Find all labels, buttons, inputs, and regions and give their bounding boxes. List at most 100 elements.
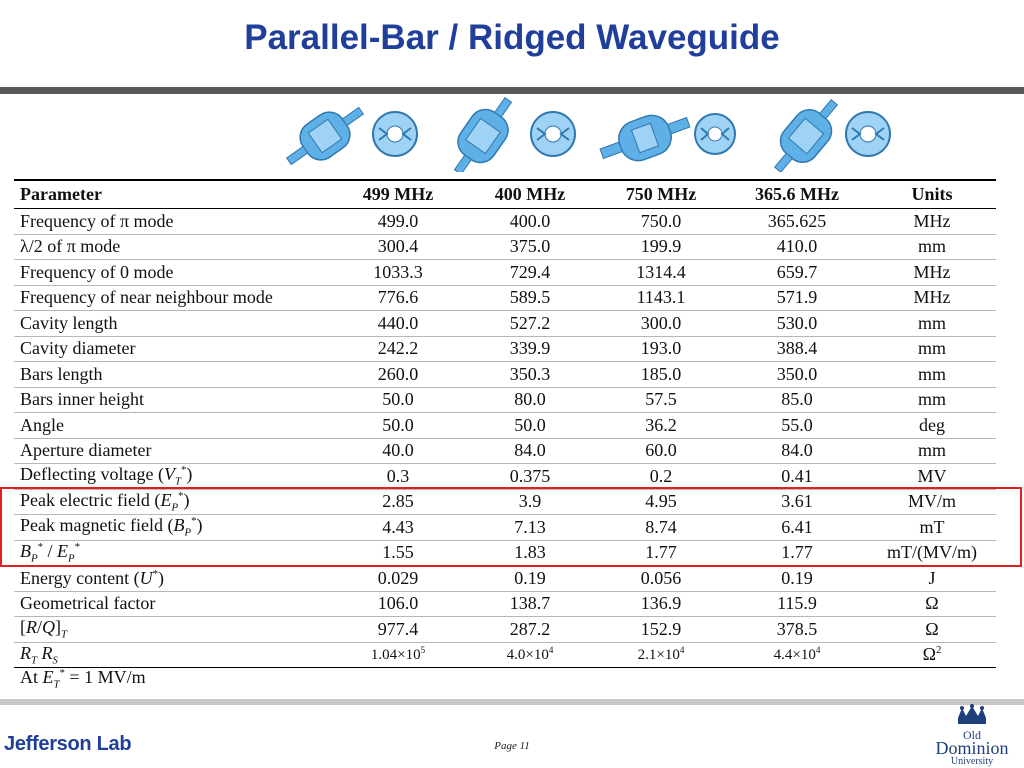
value-cell: 0.2 (596, 463, 726, 490)
value-cell: 0.3 (332, 463, 464, 490)
value-cell: 776.6 (332, 285, 464, 311)
jefferson-lab-text: Jefferson Lab (4, 733, 132, 755)
value-cell: 3.61 (726, 489, 868, 515)
value-cell: 659.7 (726, 259, 868, 286)
value-cell: 50.0 (332, 387, 464, 413)
value-cell: 410.0 (726, 234, 868, 260)
value-cell: 55.0 (726, 412, 868, 439)
crown-icon (958, 704, 986, 724)
param-cell: Peak electric field (EP*) (14, 489, 332, 515)
value-cell: 388.4 (726, 336, 868, 362)
value-cell: 527.2 (464, 310, 596, 337)
value-cell: 2.1×104 (596, 642, 726, 668)
value-cell: 440.0 (332, 310, 464, 337)
table-row: [R/Q]T 977.4 287.2 152.9 378.5 Ω (14, 616, 996, 643)
unit-cell: Ω2 (868, 642, 996, 668)
unit-cell: Ω (868, 591, 996, 617)
param-cell: Frequency of π mode (14, 208, 332, 235)
cavity-400-icon (453, 96, 576, 172)
value-cell: 571.9 (726, 285, 868, 311)
unit-cell: mm (868, 361, 996, 388)
value-cell: 750.0 (596, 208, 726, 235)
parameter-table: Parameter 499 MHz 400 MHz 750 MHz 365.6 … (14, 179, 996, 668)
value-cell: 84.0 (464, 438, 596, 464)
cavity-365-icon (773, 99, 891, 172)
value-cell: 0.41 (726, 463, 868, 490)
param-cell: Energy content (U*) (14, 565, 332, 592)
value-cell: 138.7 (464, 591, 596, 617)
value-cell: 1.77 (596, 540, 726, 566)
value-cell: 1.04×105 (332, 642, 464, 668)
value-cell: 300.4 (332, 234, 464, 260)
header-750: 750 MHz (596, 179, 726, 209)
table-footnote: At ET* = 1 MV/m (20, 667, 146, 691)
table-row: λ/2 of π mode 300.4 375.0 199.9 410.0 mm (14, 234, 996, 260)
odu-line1: Old (963, 728, 981, 742)
table-row: RT RS 1.04×105 4.0×104 2.1×104 4.4×104 Ω2 (14, 642, 996, 668)
value-cell: 350.3 (464, 361, 596, 388)
value-cell: 60.0 (596, 438, 726, 464)
table-row: Bars length 260.0 350.3 185.0 350.0 mm (14, 361, 996, 388)
value-cell: 530.0 (726, 310, 868, 337)
value-cell: 199.9 (596, 234, 726, 260)
unit-cell: Ω (868, 616, 996, 643)
value-cell: 2.85 (332, 489, 464, 515)
value-cell: 1.77 (726, 540, 868, 566)
odu-crown-logo: Old Dominion University (920, 704, 1024, 768)
page-number: Page 11 (494, 740, 530, 752)
header-365: 365.6 MHz (726, 179, 868, 209)
param-cell: Bars inner height (14, 387, 332, 413)
table-header-row: Parameter 499 MHz 400 MHz 750 MHz 365.6 … (14, 179, 996, 209)
param-cell: RT RS (14, 642, 332, 668)
value-cell: 260.0 (332, 361, 464, 388)
value-cell: 350.0 (726, 361, 868, 388)
header-400: 400 MHz (464, 179, 596, 209)
value-cell: 1.83 (464, 540, 596, 566)
title-divider (0, 87, 1024, 94)
table-row: Aperture diameter 40.0 84.0 60.0 84.0 mm (14, 438, 996, 464)
param-cell: Cavity length (14, 310, 332, 337)
value-cell: 375.0 (464, 234, 596, 260)
value-cell: 7.13 (464, 514, 596, 541)
unit-cell: mm (868, 336, 996, 362)
value-cell: 193.0 (596, 336, 726, 362)
value-cell: 589.5 (464, 285, 596, 311)
unit-cell: MV (868, 463, 996, 490)
value-cell: 300.0 (596, 310, 726, 337)
param-cell: Angle (14, 412, 332, 439)
value-cell: 0.375 (464, 463, 596, 490)
param-cell: [R/Q]T (14, 616, 332, 643)
param-cell: λ/2 of π mode (14, 234, 332, 260)
unit-cell: mm (868, 234, 996, 260)
value-cell: 185.0 (596, 361, 726, 388)
param-cell: Frequency of 0 mode (14, 259, 332, 286)
slide-title: Parallel-Bar / Ridged Waveguide (244, 18, 780, 57)
value-cell: 152.9 (596, 616, 726, 643)
value-cell: 1.55 (332, 540, 464, 566)
unit-cell: J (868, 565, 996, 592)
header-parameter: Parameter (14, 179, 332, 209)
value-cell: 36.2 (596, 412, 726, 439)
unit-cell: MHz (868, 208, 996, 235)
value-cell: 287.2 (464, 616, 596, 643)
value-cell: 50.0 (332, 412, 464, 439)
value-cell: 378.5 (726, 616, 868, 643)
cavity-750-icon (599, 113, 736, 162)
table-row: Deflecting voltage (VT*) 0.3 0.375 0.2 0.41 M… (14, 463, 996, 490)
table-row: Energy content (U*) 0.029 0.19 0.056 0.19 J (14, 565, 996, 592)
param-cell: Geometrical factor (14, 591, 332, 617)
param-cell: Bars length (14, 361, 332, 388)
table-row: Bars inner height 50.0 80.0 57.5 85.0 mm (14, 387, 996, 413)
value-cell: 85.0 (726, 387, 868, 413)
value-cell: 57.5 (596, 387, 726, 413)
value-cell: 0.029 (332, 565, 464, 592)
param-cell: Deflecting voltage (VT*) (14, 463, 332, 490)
footer-band (0, 699, 1024, 705)
unit-cell: mm (868, 438, 996, 464)
cavity-499-icon (285, 106, 418, 166)
param-cell: Cavity diameter (14, 336, 332, 362)
value-cell: 106.0 (332, 591, 464, 617)
value-cell: 50.0 (464, 412, 596, 439)
table-row: Angle 50.0 50.0 36.2 55.0 deg (14, 412, 996, 439)
table-row: Frequency of near neighbour mode 776.6 589… (14, 285, 996, 311)
